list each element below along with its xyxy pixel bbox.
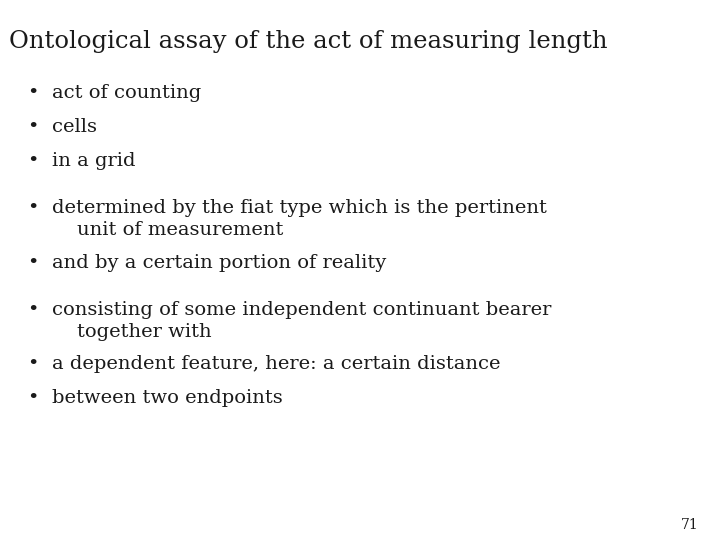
- Text: between two endpoints: between two endpoints: [52, 389, 282, 407]
- Text: •: •: [27, 199, 39, 217]
- Text: in a grid: in a grid: [52, 152, 135, 170]
- Text: •: •: [27, 84, 39, 102]
- Text: •: •: [27, 254, 39, 272]
- Text: cells: cells: [52, 118, 96, 136]
- Text: Ontological assay of the act of measuring length: Ontological assay of the act of measurin…: [9, 30, 607, 53]
- Text: consisting of some independent continuant bearer
    together with: consisting of some independent continuan…: [52, 301, 552, 341]
- Text: a dependent feature, here: a certain distance: a dependent feature, here: a certain dis…: [52, 355, 500, 373]
- Text: and by a certain portion of reality: and by a certain portion of reality: [52, 254, 386, 272]
- Text: •: •: [27, 118, 39, 136]
- Text: act of counting: act of counting: [52, 84, 201, 102]
- Text: determined by the fiat type which is the pertinent
    unit of measurement: determined by the fiat type which is the…: [52, 199, 546, 239]
- Text: •: •: [27, 152, 39, 170]
- Text: 71: 71: [680, 518, 698, 532]
- Text: •: •: [27, 301, 39, 319]
- Text: •: •: [27, 389, 39, 407]
- Text: •: •: [27, 355, 39, 373]
